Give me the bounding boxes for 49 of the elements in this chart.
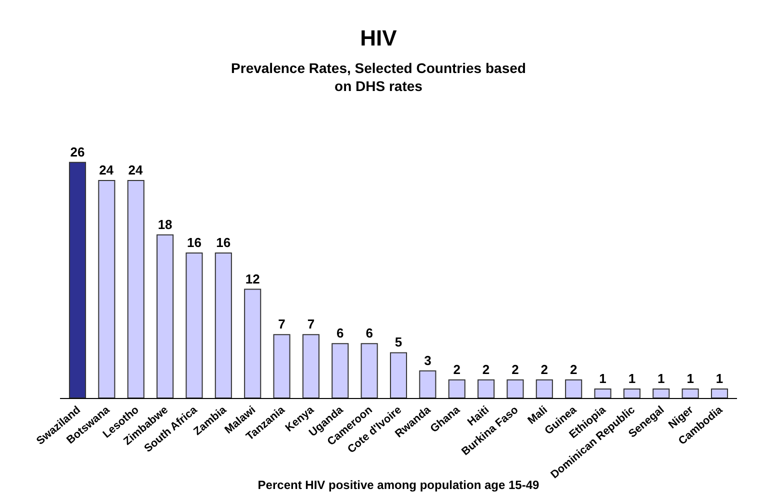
bar <box>332 343 349 398</box>
bar <box>623 388 640 398</box>
bar <box>565 379 582 398</box>
data-label: 1 <box>658 370 665 386</box>
data-label: 6 <box>366 326 373 341</box>
bar <box>506 379 524 398</box>
data-label: 7 <box>278 316 286 332</box>
bar <box>536 379 553 398</box>
bar <box>390 352 408 398</box>
data-label: 26 <box>70 144 85 160</box>
data-label: 1 <box>599 370 606 386</box>
data-label: 2 <box>540 362 548 377</box>
bar <box>98 180 116 398</box>
bar <box>302 334 320 398</box>
data-label: 3 <box>424 352 432 368</box>
data-label: 16 <box>187 235 202 250</box>
bar <box>478 379 495 398</box>
bar <box>273 334 290 398</box>
data-label: 18 <box>158 216 172 232</box>
chart-subtitle: Prevalence Rates, Selected Countries based on DHS rates <box>231 60 526 94</box>
x-axis-title: Percent HIV positive among population age 15-49 <box>258 478 540 492</box>
data-label: 1 <box>686 370 694 386</box>
bar <box>360 343 378 398</box>
data-label: 2 <box>453 362 460 377</box>
data-label: 12 <box>245 271 260 286</box>
bar <box>156 234 174 398</box>
data-label: 2 <box>570 362 578 377</box>
bar <box>710 388 728 398</box>
bar <box>68 162 86 398</box>
data-label: 16 <box>216 235 231 250</box>
bar <box>448 379 466 398</box>
data-label: 1 <box>628 370 636 386</box>
data-label: 24 <box>99 162 114 178</box>
data-label: 5 <box>394 334 402 350</box>
data-label: 7 <box>307 316 315 332</box>
bar <box>186 252 203 398</box>
bar <box>127 180 144 398</box>
data-label: 6 <box>336 326 344 341</box>
bar <box>682 388 699 398</box>
data-label: 2 <box>512 362 519 377</box>
data-label: 2 <box>482 362 490 377</box>
bar <box>244 288 262 398</box>
bar <box>214 252 232 398</box>
data-label: 1 <box>716 370 724 386</box>
bar <box>652 388 670 398</box>
data-label: 24 <box>128 162 144 178</box>
chart-title: HIV <box>360 26 398 51</box>
bar <box>419 370 436 398</box>
bar <box>594 388 612 398</box>
